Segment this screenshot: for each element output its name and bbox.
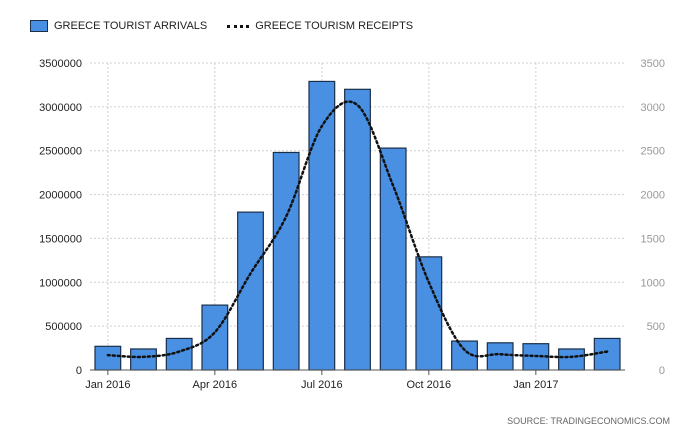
y-right-tick-label: 1500 — [641, 233, 665, 245]
legend-item-arrivals: GREECE TOURIST ARRIVALS — [30, 20, 207, 32]
legend-label-arrivals: GREECE TOURIST ARRIVALS — [54, 20, 208, 32]
y-right-tick-label: 1000 — [641, 277, 665, 289]
y-left-tick-label: 3500000 — [39, 58, 82, 70]
y-left-tick-label: 2000000 — [39, 190, 82, 202]
receipts-line — [106, 100, 609, 359]
y-left-tick-label: 1500000 — [39, 233, 82, 245]
y-left-tick-label: 2500000 — [39, 146, 82, 158]
bar — [344, 88, 371, 371]
x-tick-label: Jul 2016 — [301, 379, 343, 391]
bar — [308, 80, 336, 371]
y-right-tick-label: 2000 — [641, 190, 665, 202]
bar — [201, 304, 229, 371]
y-right-tick-label: 3500 — [641, 58, 665, 70]
y-right-tick-label: 3000 — [641, 102, 665, 114]
x-tick-label: Apr 2016 — [193, 379, 238, 391]
x-tick-label: Jan 2017 — [513, 379, 558, 391]
y-left-tick-label: 3000000 — [39, 102, 82, 114]
bar — [379, 147, 407, 371]
bar — [558, 348, 585, 371]
legend-swatch-arrivals — [30, 20, 48, 32]
y-left-tick-label: 1000000 — [39, 277, 82, 289]
bar — [451, 340, 478, 371]
x-tick-label: Jan 2016 — [85, 379, 130, 391]
y-right-tick-label: 500 — [647, 321, 665, 333]
legend-label-receipts: GREECE TOURISM RECEIPTS — [255, 20, 414, 32]
bar — [272, 151, 300, 371]
y-right-tick-label: 2500 — [641, 146, 665, 158]
source-note: SOURCE: TRADINGECONOMICS.COM — [507, 416, 670, 426]
legend-swatch-receipts — [227, 24, 250, 28]
y-left-tick-label: 0 — [76, 365, 82, 377]
bar — [486, 342, 514, 371]
legend: GREECE TOURIST ARRIVALS GREECE TOURISM R… — [30, 18, 433, 34]
bar — [94, 345, 122, 371]
y-right-tick-label: 0 — [659, 365, 665, 377]
bar — [237, 211, 264, 371]
bar — [415, 256, 443, 371]
y-left-tick-label: 500000 — [45, 321, 82, 333]
bar — [130, 348, 157, 371]
x-tick-label: Oct 2016 — [407, 379, 452, 391]
legend-item-receipts: GREECE TOURISM RECEIPTS — [227, 20, 413, 32]
